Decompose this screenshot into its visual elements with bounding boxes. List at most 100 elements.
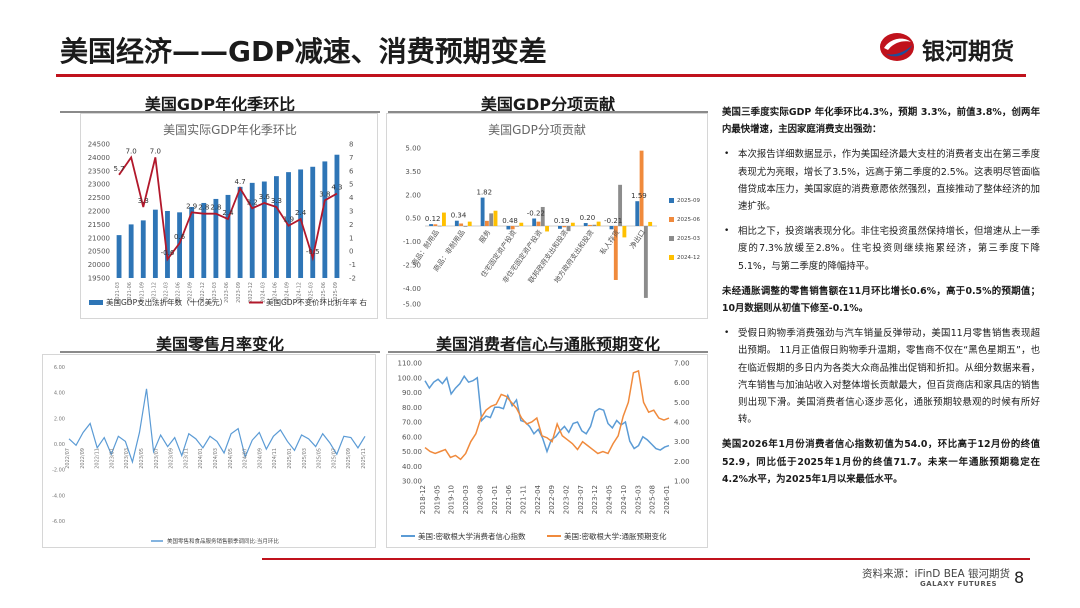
section-title-contrib: 美国GDP分项贡献 bbox=[480, 95, 616, 114]
x-tick: 2022-06 bbox=[176, 282, 182, 303]
sentiment-line bbox=[424, 369, 670, 461]
gdp-bar bbox=[213, 198, 219, 278]
x-tick: 2025-03 bbox=[309, 282, 315, 303]
contrib-bar bbox=[532, 218, 537, 226]
y-tick-right: 7 bbox=[349, 154, 353, 162]
y-tick-right: 2 bbox=[349, 221, 353, 229]
contrib-bar bbox=[596, 221, 601, 226]
y-tick: -4.00 bbox=[403, 285, 421, 293]
x-tick: 2024/11 bbox=[272, 448, 278, 469]
galaxy-logo-icon bbox=[880, 33, 914, 61]
retail-line bbox=[68, 388, 366, 465]
x-tick: 2021-09 bbox=[139, 282, 145, 303]
x-tick: 2026-01 bbox=[663, 485, 671, 514]
contrib-bar bbox=[562, 226, 567, 228]
x-tick: 2024/01 bbox=[198, 448, 204, 469]
data-label: 3.2 bbox=[247, 198, 258, 206]
page-number: 8 bbox=[1014, 568, 1025, 587]
legend-swatch bbox=[669, 198, 674, 203]
section-title-retail: 美国零售月率变化 bbox=[155, 335, 284, 354]
x-tick: 2025-09 bbox=[333, 282, 339, 303]
contrib-bar bbox=[622, 226, 627, 238]
contrib-bar bbox=[489, 213, 494, 226]
gdp-bar bbox=[274, 176, 279, 278]
section-divider bbox=[388, 351, 708, 353]
contrib-bar bbox=[635, 201, 640, 226]
contrib-bar bbox=[510, 226, 515, 230]
y-tick: 5.00 bbox=[405, 145, 421, 153]
gdp-bar bbox=[334, 154, 340, 278]
contrib-bar bbox=[484, 220, 489, 226]
contrib-bar bbox=[519, 222, 524, 226]
y-tick-right: 1 bbox=[349, 234, 353, 242]
data-label: 2.8 bbox=[210, 204, 221, 212]
y-tick-left: 21500 bbox=[88, 221, 110, 229]
x-tick: 2024/03 bbox=[213, 448, 219, 469]
x-tick: 2021-06 bbox=[505, 484, 513, 514]
x-tick: 2024/09 bbox=[257, 448, 263, 469]
gdp-bar bbox=[177, 212, 182, 278]
x-tick: 2021-11 bbox=[519, 485, 527, 514]
data-label: 0.20 bbox=[580, 214, 596, 222]
data-label: 4.3 bbox=[331, 184, 342, 192]
x-tick: 2022-03 bbox=[163, 282, 169, 303]
gdp-bar bbox=[261, 181, 267, 278]
contrib-bar bbox=[643, 226, 648, 298]
gdp-growth-line bbox=[118, 155, 338, 262]
legend-label: 美国GDP不变价环比折年率 右 bbox=[266, 297, 367, 307]
legend-label: 美国GDP支出法折年数（十亿美元） bbox=[106, 297, 227, 307]
x-tick: 2025-03 bbox=[634, 485, 642, 514]
x-tick: 2019-10 bbox=[448, 485, 456, 514]
data-label: 7.0 bbox=[126, 147, 137, 155]
y-tick-right: -2 bbox=[349, 275, 356, 283]
x-tick: 2022-12 bbox=[200, 282, 206, 303]
gdp-bar bbox=[165, 211, 170, 278]
contrib-bar bbox=[433, 224, 438, 226]
x-tick: 2025/07 bbox=[331, 448, 337, 469]
y-tick-left: 22000 bbox=[88, 208, 110, 216]
x-tick: 2023/11 bbox=[183, 448, 189, 469]
legend-swatch bbox=[669, 236, 674, 241]
contrib-bar bbox=[454, 220, 459, 226]
y-tick-right: 7.00 bbox=[674, 360, 690, 368]
contrib-bar bbox=[467, 221, 472, 226]
section-divider bbox=[60, 351, 380, 353]
legend-label: 2025-06 bbox=[677, 217, 700, 223]
section-divider bbox=[60, 111, 380, 113]
bullet-retail: 受假日购物季消费强劲与汽车销量反弹带动，美国11月零售销售表现超出预期。 11月… bbox=[722, 325, 1040, 428]
x-tick: 2022/09 bbox=[80, 448, 86, 469]
x-tick: 2024/05 bbox=[228, 448, 234, 469]
y-tick-right: 6.00 bbox=[674, 379, 690, 387]
y-tick: -5.00 bbox=[403, 301, 421, 309]
x-tick: 服务 bbox=[477, 228, 492, 245]
x-tick: 2025-08 bbox=[649, 485, 657, 514]
x-tick: 2021-06 bbox=[127, 282, 133, 303]
y-tick: 0.50 bbox=[405, 215, 421, 223]
y-tick-right: 2.00 bbox=[674, 458, 690, 466]
contrib-bar bbox=[493, 210, 498, 226]
contrib-bar bbox=[570, 222, 575, 226]
y-tick-left: 19500 bbox=[88, 275, 110, 283]
contrib-bar bbox=[515, 226, 519, 227]
footer-divider bbox=[262, 558, 1030, 560]
contrib-bar bbox=[437, 225, 442, 227]
gdp-bar bbox=[116, 235, 122, 278]
y-tick-left: 70.00 bbox=[402, 419, 422, 427]
gdp-bar bbox=[201, 202, 207, 278]
x-tick: 2021-03 bbox=[115, 282, 121, 303]
retail-summary: 未经通胀调整的零售销售额在11月环比增长0.6%，高于0.5%的预期值；10月数… bbox=[722, 285, 1040, 315]
gdp-bar bbox=[189, 206, 195, 278]
title-divider bbox=[56, 74, 1026, 77]
data-label: -0.6 bbox=[161, 249, 175, 257]
y-tick: 4.00 bbox=[54, 391, 65, 397]
data-label: 2.9 bbox=[186, 202, 197, 210]
y-tick-left: 24000 bbox=[88, 154, 110, 162]
contrib-bar bbox=[540, 206, 545, 226]
gdp-bar bbox=[310, 166, 316, 278]
sentiment-chart: 110.00 100.00 90.00 80.00 70.00 60.00 50.00 40.… bbox=[398, 360, 690, 542]
x-tick: 2025/05 bbox=[317, 448, 323, 469]
x-tick: 私人存货 bbox=[598, 228, 621, 256]
y-tick-left: 22500 bbox=[88, 194, 110, 202]
x-tick: 2024-12 bbox=[297, 282, 303, 303]
y-tick-left: 110.00 bbox=[398, 360, 423, 368]
